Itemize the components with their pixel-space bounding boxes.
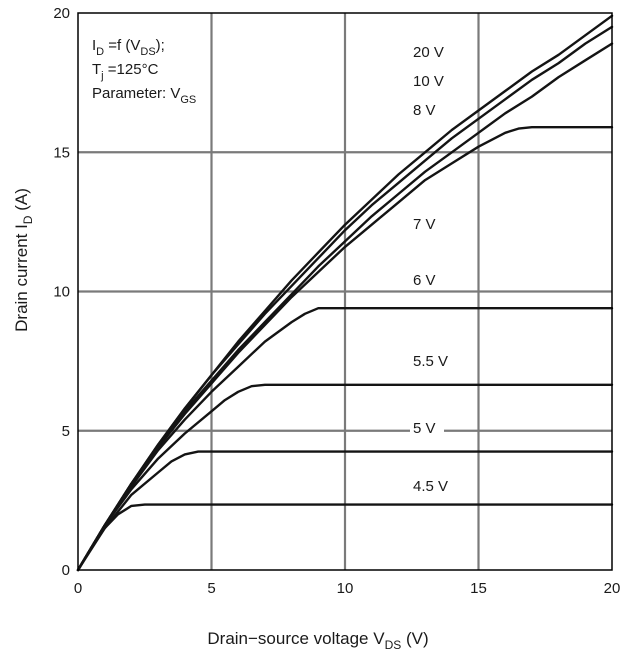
- y-tick-label: 0: [62, 562, 70, 579]
- curve-label: 5 V: [413, 420, 436, 437]
- series-line-4-5-V: [76, 503, 614, 572]
- annotation-box: ID =f (VDS); Tj =125°C Parameter: VGS: [92, 37, 196, 106]
- x-tick-label: 10: [337, 580, 354, 597]
- plot-frame: [77, 12, 613, 571]
- annotation-line-3: Parameter: VGS: [92, 85, 196, 106]
- series-line-7-V: [76, 126, 614, 572]
- curve-label-backdrop: [410, 419, 444, 437]
- curve-label-layer: 20 V 10 V 8 V 7 V 6 V 5.5 V 5 V 4.5 V: [410, 44, 448, 495]
- x-tick-label: 15: [470, 580, 487, 597]
- series-line-6-V: [76, 307, 614, 572]
- x-tick-label: 20: [604, 580, 621, 597]
- curve-label: 6 V: [413, 272, 436, 289]
- curve-label: 10 V: [413, 73, 444, 90]
- x-tick-label: 5: [207, 580, 215, 597]
- annotation-line-2: Tj =125°C: [92, 61, 159, 82]
- y-tick-label: 20: [53, 5, 70, 22]
- series-line-10-V: [76, 25, 614, 572]
- y-axis-title: Drain current ID (A): [12, 188, 35, 332]
- annotation-line-1: ID =f (VDS);: [92, 37, 165, 58]
- y-tick-label: 5: [62, 423, 70, 440]
- x-tick-label: 0: [74, 580, 82, 597]
- series-layer: [76, 14, 614, 572]
- curve-label: 7 V: [413, 216, 436, 233]
- y-tick-label: 15: [53, 144, 70, 161]
- curve-label: 4.5 V: [413, 478, 448, 495]
- series-line-5-5-V: [76, 383, 614, 572]
- curve-label: 20 V: [413, 44, 444, 61]
- y-tick-label: 10: [53, 284, 70, 301]
- x-axis-title: Drain−source voltage VDS (V): [207, 629, 428, 652]
- series-line-5-V: [76, 450, 614, 572]
- curve-label: 8 V: [413, 102, 436, 119]
- tick-layer: 0 5 10 15 20 0 5 10 15 20: [53, 5, 620, 597]
- curve-label: 5.5 V: [413, 353, 448, 370]
